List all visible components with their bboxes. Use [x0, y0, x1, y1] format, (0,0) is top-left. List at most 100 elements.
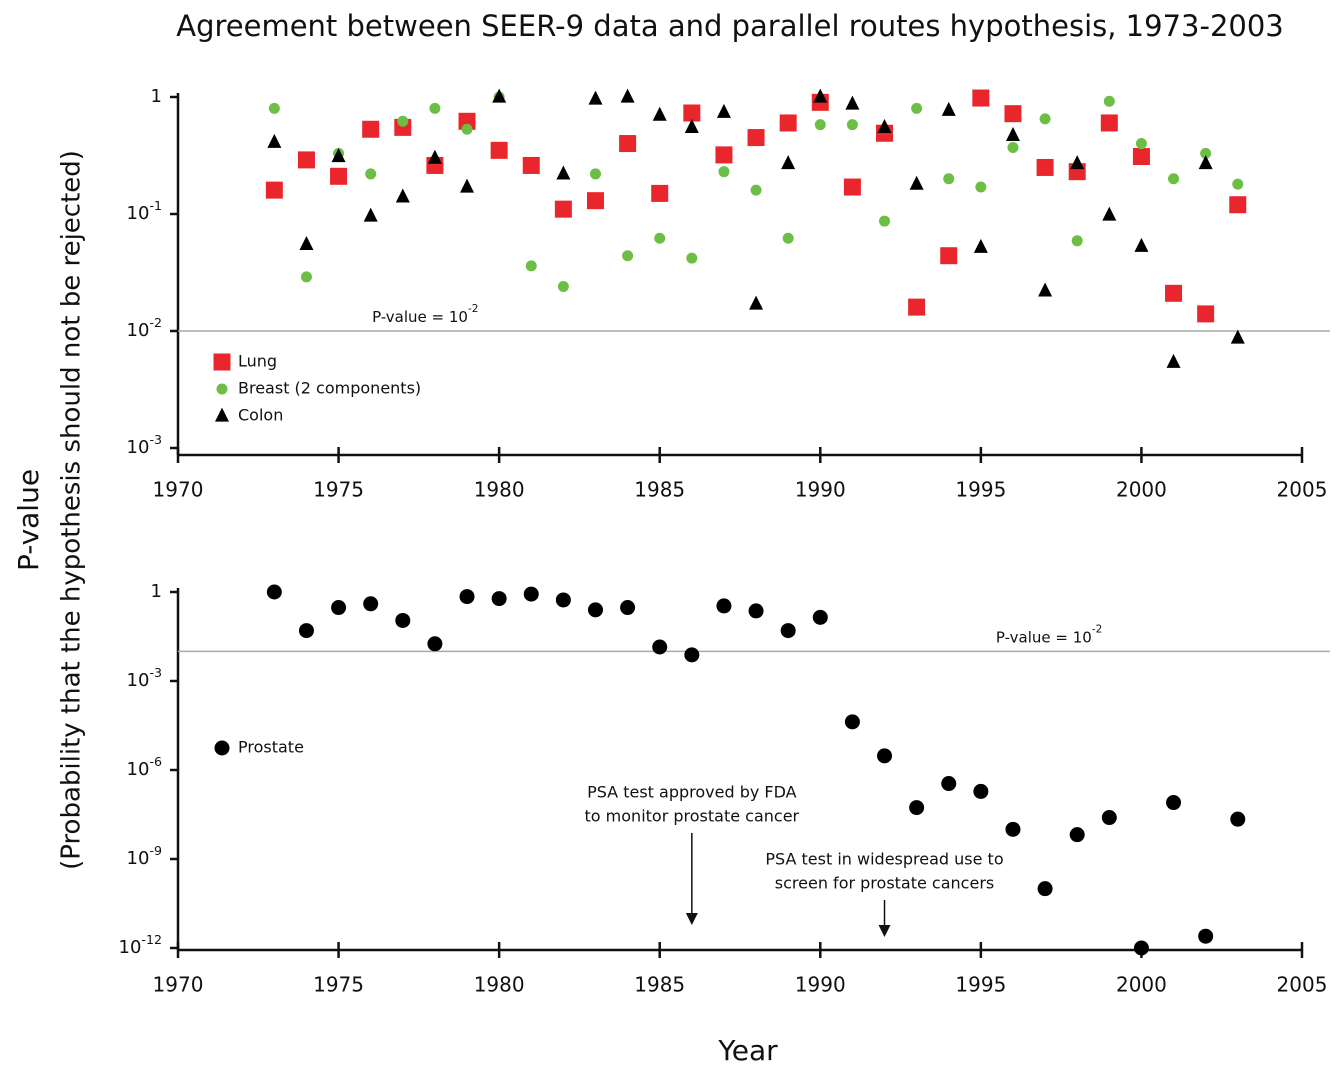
data-point: [522, 156, 540, 174]
data-point: [331, 600, 347, 616]
y-tick-label: 10-9: [127, 843, 162, 870]
data-point: [749, 295, 764, 310]
data-point: [268, 102, 280, 114]
data-point: [395, 188, 410, 203]
data-point: [555, 592, 571, 608]
data-point: [1165, 284, 1183, 302]
data-point: [459, 589, 475, 605]
data-point: [651, 184, 669, 202]
data-point: [716, 103, 731, 118]
data-point: [586, 192, 604, 210]
data-point: [1036, 158, 1054, 176]
data-point: [747, 129, 765, 147]
data-point: [943, 173, 955, 185]
annotation: PSA test approved by FDA: [587, 783, 797, 802]
data-point: [330, 167, 348, 185]
data-point: [458, 112, 476, 130]
annotation: to monitor prostate cancer: [585, 807, 800, 826]
x-tick-label: 1990: [795, 973, 846, 997]
data-point: [1102, 206, 1117, 221]
data-point: [843, 178, 861, 196]
data-point: [1038, 282, 1053, 297]
y-tick-label: 10-2: [127, 315, 162, 342]
x-tick-label: 1970: [153, 973, 204, 997]
x-tick-label: 1990: [795, 478, 846, 502]
x-tick-label: 1975: [313, 478, 364, 502]
data-point: [686, 252, 698, 264]
data-point: [363, 207, 378, 222]
data-point: [814, 119, 826, 131]
data-point: [1103, 95, 1115, 107]
annotation: screen for prostate cancers: [775, 874, 994, 893]
data-point: [972, 89, 990, 107]
data-point: [491, 591, 507, 607]
x-tick-label: 1980: [474, 973, 525, 997]
data-point: [620, 600, 636, 616]
data-point: [748, 603, 764, 619]
data-point: [908, 298, 926, 316]
data-point: [1071, 235, 1083, 247]
data-point: [1197, 305, 1215, 323]
data-point: [1005, 126, 1020, 141]
data-point: [652, 639, 668, 655]
data-point: [909, 175, 924, 190]
data-point: [1070, 155, 1085, 170]
data-point: [780, 623, 796, 639]
data-point: [683, 104, 701, 122]
legend-label: Lung: [238, 352, 277, 371]
data-point: [557, 281, 569, 293]
data-point: [1198, 928, 1214, 944]
data-point: [779, 114, 797, 132]
data-point: [845, 95, 860, 110]
x-tick-label: 1985: [634, 973, 685, 997]
data-point: [813, 88, 828, 103]
legend-label: Colon: [238, 406, 283, 425]
data-point: [684, 647, 700, 663]
data-point: [1037, 881, 1053, 897]
data-point: [909, 800, 925, 816]
data-point: [265, 181, 283, 199]
data-point: [299, 235, 314, 250]
data-point: [587, 602, 603, 618]
data-point: [1198, 155, 1213, 170]
data-point: [362, 120, 380, 138]
data-point: [973, 238, 988, 253]
data-point: [750, 184, 762, 196]
data-point: [266, 584, 282, 600]
data-point: [1134, 237, 1149, 252]
x-tick-label: 1995: [955, 973, 1006, 997]
x-tick-label: 1995: [955, 478, 1006, 502]
data-point: [490, 141, 508, 159]
x-tick-label: 2000: [1116, 478, 1167, 502]
data-point: [1039, 113, 1051, 125]
data-point: [461, 123, 473, 135]
data-point: [1166, 795, 1182, 811]
data-point: [941, 101, 956, 116]
reference-label: P-value = 10-2: [372, 303, 478, 326]
annotation-arrowhead: [685, 913, 698, 925]
data-point: [1168, 173, 1180, 185]
data-point: [1100, 114, 1118, 132]
data-point: [298, 623, 314, 639]
data-point: [397, 115, 409, 127]
legend-marker: [214, 740, 230, 756]
data-point: [911, 102, 923, 114]
data-point: [331, 148, 346, 163]
x-tick-label: 1980: [474, 478, 525, 502]
y-tick-label: 10-6: [127, 754, 162, 781]
data-point: [1230, 811, 1246, 827]
legend-marker: [215, 407, 229, 422]
data-point: [652, 106, 667, 121]
data-point: [492, 88, 507, 103]
y-tick-label: 10-1: [127, 198, 162, 225]
annotation-arrowhead: [878, 925, 891, 937]
data-point: [1230, 329, 1245, 344]
data-point: [589, 168, 601, 180]
data-point: [1005, 821, 1021, 837]
data-point: [588, 90, 603, 105]
y-tick-label: 1: [151, 581, 162, 602]
y-tick-label: 10-3: [127, 665, 162, 692]
x-tick-label: 2005: [1277, 478, 1328, 502]
data-point: [940, 247, 958, 265]
data-point: [877, 748, 893, 764]
